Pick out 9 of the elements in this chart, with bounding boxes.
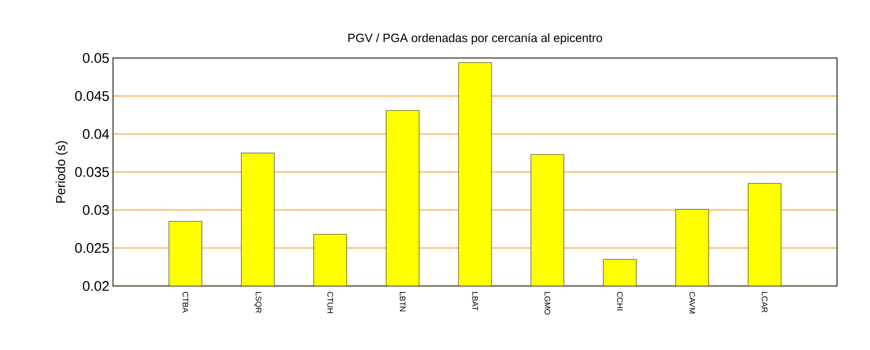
- y-tick-label: 0.025: [75, 243, 109, 253]
- y-tick-label: 0.02: [82, 281, 109, 291]
- y-tick-label: 0.03: [82, 205, 109, 215]
- y-tick-label: 0.035: [75, 167, 109, 177]
- y-tick-label: 0.045: [75, 91, 109, 101]
- y-axis-title: Periodo (s): [56, 141, 68, 203]
- chart-title: PGV / PGA ordenadas por cercanía al epicentro: [348, 33, 602, 44]
- y-tick-label: 0.04: [82, 129, 110, 139]
- y-tick-label: 0.05: [82, 53, 109, 63]
